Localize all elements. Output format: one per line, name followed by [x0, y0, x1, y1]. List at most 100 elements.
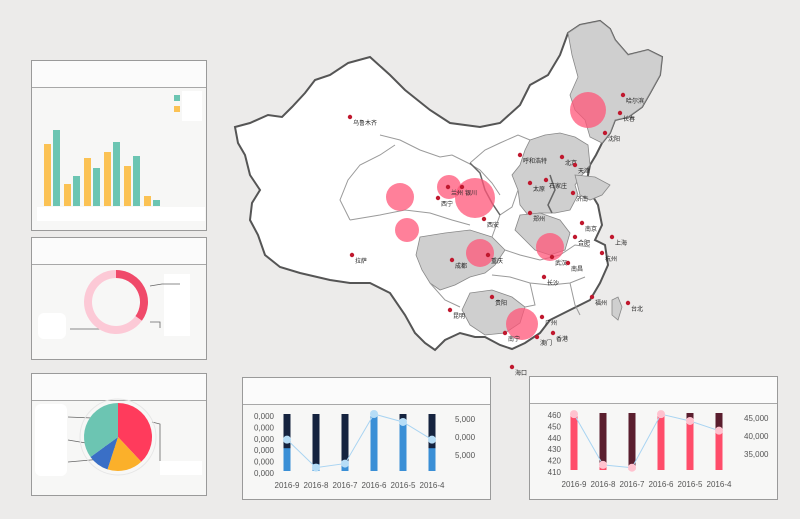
y-left-tick: 420 — [548, 457, 562, 466]
city-marker[interactable] — [527, 180, 533, 186]
city-marker[interactable] — [617, 110, 623, 116]
bar-value[interactable] — [283, 448, 291, 471]
city-marker[interactable] — [565, 260, 571, 266]
city-marker[interactable] — [485, 252, 491, 258]
city-marker[interactable] — [459, 184, 465, 190]
axis-mask — [37, 207, 205, 221]
city-marker[interactable] — [534, 334, 540, 340]
bar[interactable] — [64, 184, 71, 206]
trend-point[interactable] — [715, 426, 723, 435]
city-label: 呼和浩特 — [523, 157, 547, 165]
city-marker[interactable] — [445, 184, 451, 190]
city-label: 西安 — [487, 221, 499, 229]
city-marker[interactable] — [447, 307, 453, 313]
y-right-tick: 0,000 — [455, 433, 476, 442]
city-marker[interactable] — [347, 114, 353, 120]
city-marker[interactable] — [609, 234, 615, 240]
combo-chart-panel-blue: 0,000 0,000 0,000 0,000 0,000 0,000 5,000 0,000… — [242, 377, 491, 500]
city-marker[interactable] — [539, 314, 545, 320]
bar-value[interactable] — [657, 413, 665, 470]
bubble-chongqing[interactable] — [466, 239, 494, 267]
bubble-guangzhou[interactable] — [506, 308, 538, 340]
city-marker[interactable] — [572, 234, 578, 240]
city-marker[interactable] — [489, 294, 495, 300]
city-marker[interactable] — [349, 252, 355, 258]
bar-background[interactable] — [341, 414, 349, 471]
trend-point[interactable] — [657, 410, 665, 419]
city-label: 成都 — [455, 262, 467, 270]
combo-chart-svg-red: 460 450 440 430 420 410 45,000 40,000 35,000 2016… — [548, 410, 769, 489]
north-china-region[interactable] — [511, 132, 591, 216]
city-marker[interactable] — [509, 364, 515, 370]
pie-slice[interactable] — [116, 270, 148, 321]
y-right-tick: 40,000 — [744, 432, 769, 441]
city-marker[interactable] — [527, 210, 533, 216]
bar[interactable] — [93, 168, 100, 206]
bar[interactable] — [84, 158, 91, 206]
bar[interactable] — [113, 142, 120, 206]
city-marker[interactable] — [620, 92, 626, 98]
city-marker[interactable] — [579, 220, 585, 226]
donut-chart-panel — [31, 237, 207, 360]
bar-background[interactable] — [312, 414, 320, 471]
bar[interactable] — [53, 130, 60, 206]
bar[interactable] — [133, 156, 140, 206]
bar-value[interactable] — [428, 448, 436, 471]
bar-value[interactable] — [686, 423, 694, 470]
city-marker[interactable] — [625, 300, 631, 306]
bubble-sichuan-west[interactable] — [395, 218, 419, 242]
bubble-yinchuan[interactable] — [455, 178, 495, 218]
city-marker[interactable] — [559, 154, 565, 160]
trend-point[interactable] — [399, 417, 407, 426]
x-tick: 2016-5 — [678, 480, 703, 489]
city-marker[interactable] — [589, 294, 595, 300]
bar-value[interactable] — [399, 424, 407, 471]
city-marker[interactable] — [502, 330, 508, 336]
bar[interactable] — [144, 196, 151, 206]
city-label: 重庆 — [491, 257, 503, 265]
y-left-tick: 430 — [548, 445, 562, 454]
trend-point[interactable] — [370, 410, 378, 418]
bar[interactable] — [73, 176, 80, 206]
city-marker[interactable] — [435, 195, 441, 201]
pie-slice[interactable] — [84, 403, 118, 457]
bar-background[interactable] — [628, 413, 636, 470]
city-marker[interactable] — [599, 250, 605, 256]
trend-point[interactable] — [283, 435, 291, 444]
pie-slice[interactable] — [118, 403, 153, 462]
bar[interactable] — [124, 166, 131, 206]
city-marker[interactable] — [550, 330, 556, 336]
taiwan-island[interactable] — [611, 296, 623, 321]
bar-value[interactable] — [715, 431, 723, 470]
city-marker[interactable] — [549, 254, 555, 260]
trend-point[interactable] — [312, 463, 320, 472]
bar-value[interactable] — [570, 413, 578, 470]
bar[interactable] — [104, 152, 111, 206]
city-marker[interactable] — [602, 130, 608, 136]
trend-point[interactable] — [628, 463, 636, 472]
pie-slice[interactable] — [90, 437, 118, 470]
trend-point[interactable] — [341, 459, 349, 468]
city-marker[interactable] — [449, 257, 455, 263]
bubble-wuhan[interactable] — [536, 233, 564, 261]
trend-point[interactable] — [428, 435, 436, 444]
shandong-region[interactable] — [574, 174, 611, 201]
city-marker[interactable] — [572, 162, 578, 168]
bar-value[interactable] — [370, 414, 378, 471]
y-right-tick: 35,000 — [744, 450, 769, 459]
trend-point[interactable] — [686, 416, 694, 425]
bar[interactable] — [153, 200, 160, 206]
bubble-northeast[interactable] — [570, 92, 606, 128]
bubble-xining[interactable] — [386, 183, 414, 211]
city-marker[interactable] — [481, 216, 487, 222]
city-marker[interactable] — [517, 152, 523, 158]
bar-background[interactable] — [599, 413, 607, 470]
city-marker[interactable] — [570, 190, 576, 196]
y-right-tick: 45,000 — [744, 414, 769, 423]
city-marker[interactable] — [543, 177, 549, 183]
pie-slice[interactable] — [107, 437, 142, 471]
city-marker[interactable] — [541, 274, 547, 280]
trend-point[interactable] — [599, 460, 607, 469]
trend-point[interactable] — [570, 410, 578, 419]
bar[interactable] — [44, 144, 51, 206]
